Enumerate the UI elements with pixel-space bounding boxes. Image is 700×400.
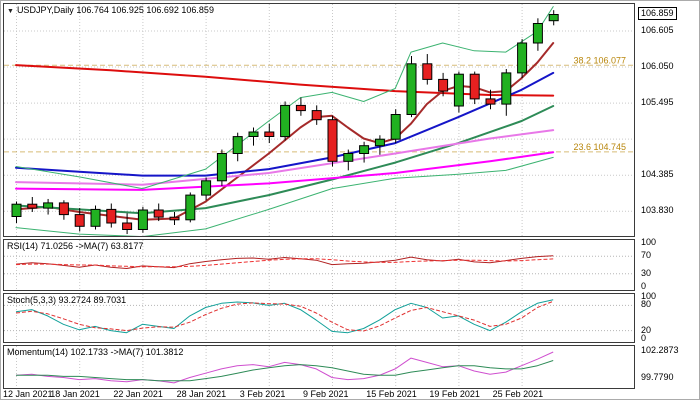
overlay-ma-magenta [15, 151, 555, 191]
candle-body [248, 131, 259, 137]
axis-label: 30 [641, 267, 652, 278]
candle-body [153, 209, 164, 218]
candle-body [390, 114, 401, 140]
candle-body [438, 78, 449, 92]
candle-body [343, 153, 354, 162]
candle-body [27, 203, 38, 209]
price-panel: 38.2 106.077 23.6 104.745 ▼ USDJPY,Daily 1… [3, 3, 699, 237]
candle-body [43, 202, 54, 209]
axis-label: 99.7790 [641, 371, 674, 382]
candle-body [280, 104, 291, 138]
candle-body [137, 209, 148, 230]
axis-label: 0 [641, 333, 647, 343]
candle-body [453, 73, 464, 107]
candle-body [548, 14, 559, 22]
fib-level-label: 38.2 106.077 [573, 55, 626, 65]
candle-body [517, 42, 528, 74]
symbol-title: USDJPY,Daily [16, 5, 74, 15]
candle-body [311, 110, 322, 121]
overlay-band-upper [15, 6, 554, 190]
candle-body [327, 119, 338, 162]
axis-label: 103.830 [641, 205, 674, 216]
axis-label: 80 [641, 299, 652, 310]
price-chart-svg: 38.2 106.077 23.6 104.745 [4, 4, 634, 236]
candle-body [422, 63, 433, 80]
candle-body [232, 136, 243, 155]
time-axis-label: 12 Jan 2021 [3, 389, 53, 399]
rsi-plot[interactable]: RSI(14) 71.0256 ->MA(7) 63.8177 [3, 239, 635, 291]
series-stoch-d [15, 300, 554, 332]
rsi-axis[interactable]: 100 70 30 0 [637, 237, 699, 291]
momentum-label: Momentum(14) 102.1733 ->MA(7) 101.3812 [7, 347, 184, 357]
stochastic-chart-svg [4, 294, 634, 342]
candle-body [106, 208, 117, 224]
momentum-chart-svg [15, 346, 554, 388]
axis-label: 100 [641, 237, 657, 247]
overlay-band-lower [15, 156, 554, 236]
time-axis-label: 19 Feb 2021 [429, 389, 480, 399]
candle-body [501, 72, 512, 105]
candle-body [406, 63, 417, 115]
fib-level-label: 23.6 104.745 [573, 142, 626, 152]
candle-body [216, 153, 227, 182]
candle-body [58, 202, 69, 216]
candle-body [532, 23, 543, 44]
candle-body [359, 145, 370, 154]
candle-body [185, 194, 196, 221]
axis-label: 100 [641, 291, 657, 301]
candle-body [374, 138, 385, 147]
axis-label: 106.605 [641, 24, 674, 35]
candle-body [169, 216, 180, 221]
time-axis-label: 25 Feb 2021 [492, 389, 544, 399]
symbol-dropdown-icon[interactable]: ▼ [7, 8, 14, 15]
candle-body [201, 180, 212, 196]
ohlc-values: 106.764 106.925 106.692 106.859 [76, 5, 214, 15]
candle-body [90, 208, 101, 227]
rsi-chart-svg [4, 240, 634, 290]
momentum-panel: Momentum(14) 102.1733 ->MA(7) 101.3812 1… [3, 345, 699, 389]
current-price-tag: 106.859 [638, 7, 677, 21]
rsi-label: RSI(14) 71.0256 ->MA(7) 63.8177 [7, 241, 144, 251]
candles-layer [11, 10, 559, 235]
time-axis-label: 3 Feb 2021 [239, 389, 286, 399]
candle-body [264, 131, 275, 137]
series-momentum-ma [16, 360, 554, 382]
axis-label: 104.385 [641, 169, 674, 180]
axis-label: 106.050 [641, 61, 674, 72]
time-axis-label: 22 Jan 2021 [113, 389, 163, 399]
time-axis-label: 15 Feb 2021 [366, 389, 417, 399]
axis-label: 102.2873 [641, 344, 679, 355]
candle-body [122, 222, 133, 230]
candle-body [74, 214, 85, 227]
momentum-plot[interactable]: Momentum(14) 102.1733 ->MA(7) 101.3812 [3, 345, 635, 389]
candle-body [485, 98, 496, 105]
series-rsi [15, 255, 554, 269]
rsi-panel: RSI(14) 71.0256 ->MA(7) 63.8177 100 70 30 0 [3, 237, 699, 291]
time-axis-label: 9 Feb 2021 [303, 389, 349, 399]
price-axis[interactable]: 106.859 106.605 106.050 105.495 104.385 103.… [637, 3, 699, 237]
axis-label: 70 [641, 250, 652, 261]
candle-body [469, 73, 480, 100]
axis-label: 20 [641, 324, 652, 335]
axis-label: 0 [641, 281, 647, 291]
stochastic-panel: Stoch(5,3,3) 93.2724 89.7031 100 80 20 0 [3, 291, 699, 343]
stochastic-axis[interactable]: 100 80 20 0 [637, 291, 699, 343]
chart-header: ▼ USDJPY,Daily 106.764 106.925 106.692 10… [7, 5, 214, 15]
price-plot[interactable]: 38.2 106.077 23.6 104.745 ▼ USDJPY,Daily 1… [3, 3, 635, 237]
candle-body [295, 104, 306, 112]
stochastic-label: Stoch(5,3,3) 93.2724 89.7031 [7, 295, 127, 305]
candle-body [11, 203, 22, 217]
time-axis[interactable]: 12 Jan 2021 18 Jan 2021 22 Jan 2021 28 Jan … [3, 389, 635, 399]
series-stoch-k [15, 299, 554, 334]
time-axis-label: 28 Jan 2021 [176, 389, 227, 399]
momentum-axis[interactable]: 102.2873 99.7790 [637, 345, 699, 389]
series-momentum [15, 351, 554, 384]
time-axis-label: 18 Jan 2021 [50, 389, 100, 399]
stochastic-plot[interactable]: Stoch(5,3,3) 93.2724 89.7031 [3, 293, 635, 343]
axis-label: 105.495 [641, 97, 674, 108]
